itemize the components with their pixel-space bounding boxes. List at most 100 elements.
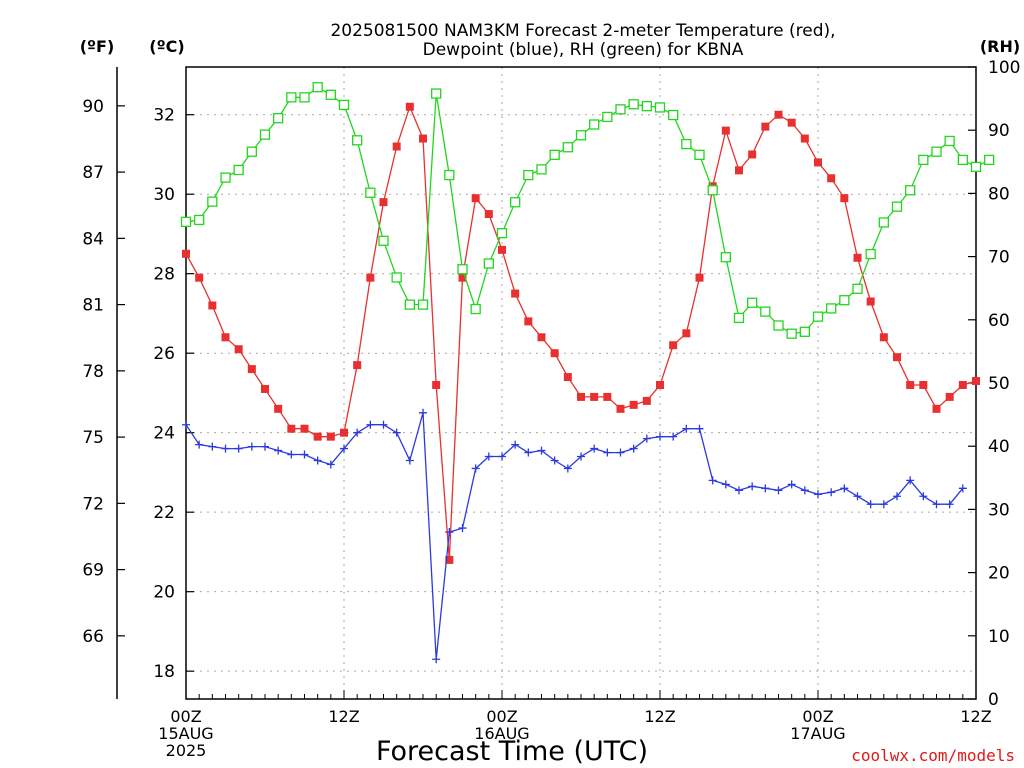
rh-point [812,311,824,322]
temperature-point [195,273,204,282]
dewpoint-point [511,440,520,449]
temperature-point [656,380,664,389]
temperature-point [432,380,441,389]
dewpoint-point [590,444,599,453]
dewpoint-point [893,492,901,501]
dewpoint-point [682,424,691,433]
chart-title-line-1: 2025081500 NAM3KM Forecast 2-meter Tempe… [330,21,835,41]
rh-point [207,196,218,207]
rh-point [194,214,205,226]
dewpoint-point [958,484,967,493]
rh-point [733,312,745,324]
dewpoint-point [326,460,335,469]
temperature-point [866,297,875,306]
celsius-tick-label: 32 [153,106,175,126]
temperature-point [774,110,783,119]
celsius-tick-label: 26 [153,344,175,364]
temperature-point [287,424,296,433]
grid-lines [186,67,976,699]
dewpoint-point [366,420,375,429]
temperature-point [879,333,888,342]
rh-point [220,172,231,183]
dewpoint-point [932,500,941,509]
temperature-point [669,341,678,350]
fahrenheit-tick-label: 66 [82,627,104,647]
temperature-point [326,432,335,441]
rh-tick-label: 50 [988,374,1010,394]
rh-tick-label: 10 [988,627,1010,647]
rh-point [747,297,758,308]
temperature-point [945,392,954,401]
dewpoint-point [735,486,743,495]
dewpoint-point [906,476,915,485]
temperature-point [616,404,625,413]
rh-point [470,303,481,315]
dewpoint-point [484,452,493,461]
rh-point [536,164,547,175]
rh-point [365,187,376,198]
rh-point [431,88,442,99]
celsius-tick-label: 20 [153,583,175,603]
dewpoint-point [656,432,664,441]
dewpoint-point [432,655,441,664]
dewpoint-point [603,448,612,457]
dewpoint-point [840,484,849,493]
temperature-point [511,289,520,298]
rh-point [905,185,916,196]
rh-point [615,104,626,115]
temperature-point [682,329,691,338]
dewpoint-point [405,456,414,465]
temperature-point [458,273,467,282]
dewpoint-point [458,524,467,533]
fahrenheit-tick-label: 84 [82,229,104,249]
temperature-point [274,404,283,413]
x-tick-label: 15AUG [158,724,213,743]
dewpoint-point [182,420,190,429]
rh-tick-label: 20 [988,564,1010,584]
rh-point [246,146,257,157]
rh-point [496,228,508,239]
temperature-point [563,373,572,382]
temperature-point [524,317,533,326]
dewpoint-point [577,452,585,461]
rh-point [259,129,271,140]
fahrenheit-tick-label: 72 [82,494,104,514]
temperature-point [208,301,217,310]
temperature-point [405,102,414,111]
rh-point [826,303,837,314]
dewpoint-point [945,500,954,509]
dewpoint-point [774,486,783,495]
rh-point [668,109,679,121]
dewpoint-point [340,444,348,453]
dewpoint-point [537,446,546,455]
series-lines [180,82,995,664]
temperature-point [906,380,915,389]
temperature-point [800,134,809,143]
series-temperature [182,102,980,564]
temperature-point [419,134,427,143]
dewpoint-point [524,448,533,457]
temperature-point [247,365,256,374]
temperature-point [471,194,480,203]
temperature-point [814,158,822,167]
dewpoint-point [919,492,928,501]
rh-point [760,306,771,317]
rh-tick-label: 40 [988,437,1010,457]
rh-point [773,320,784,331]
dewpoint-point [221,444,230,453]
series-dewpoint [182,408,967,664]
temperature-point [932,404,941,413]
rh-point [523,169,534,181]
temperature-point [721,126,730,135]
rh-point [984,154,995,166]
temperature-point [313,432,322,441]
rh-point [404,299,415,310]
rh-point [970,161,982,173]
dewpoint-point [616,448,625,457]
rh-point [233,164,244,176]
dewpoint-point [247,442,256,451]
rh-point [299,92,310,103]
x-tick-label: 12Z [960,707,991,726]
fahrenheit-tick-label: 75 [82,428,104,448]
rh-point [286,92,297,103]
